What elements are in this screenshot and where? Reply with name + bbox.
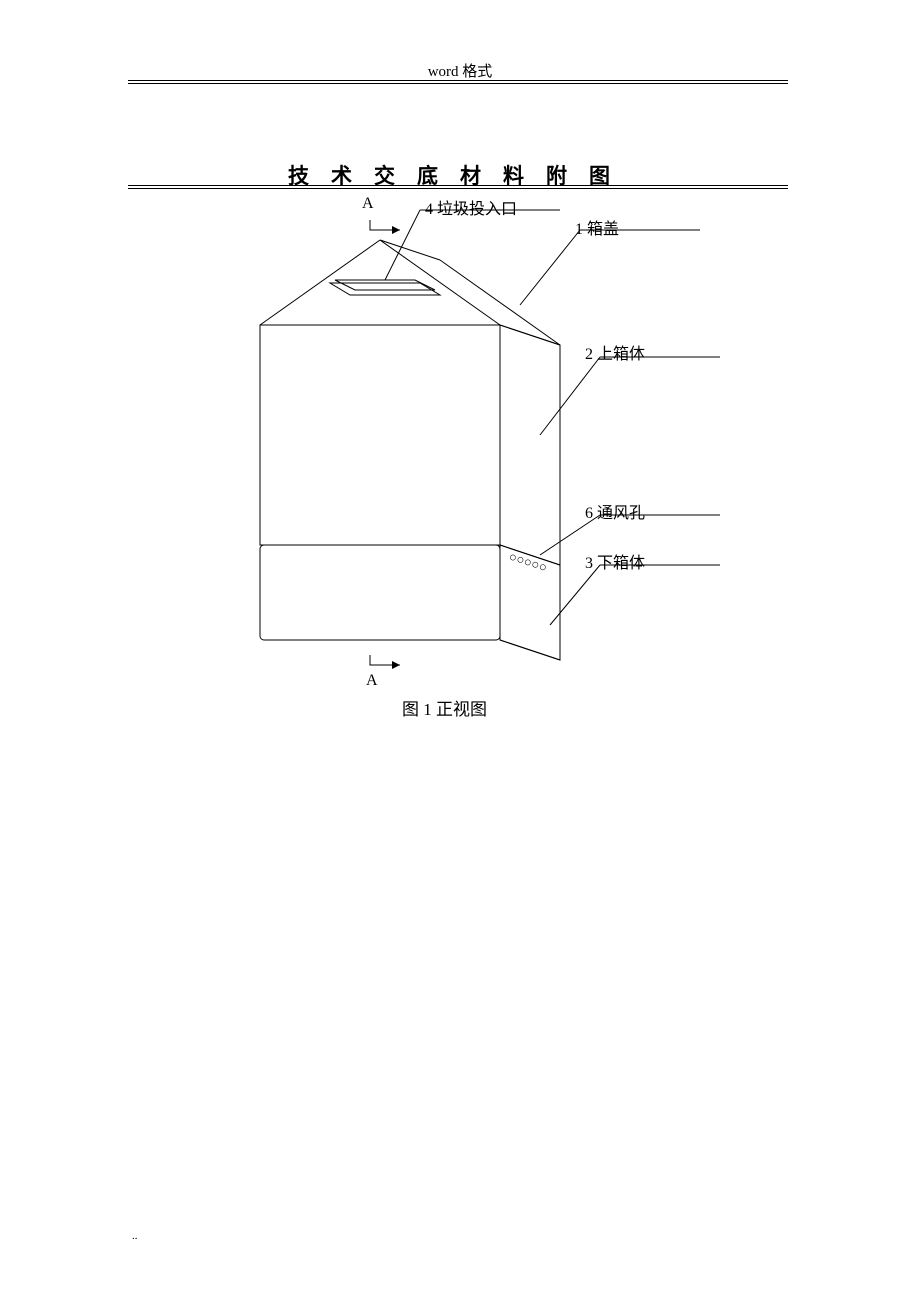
- front-view-svg: ○○○○○: [230, 195, 750, 715]
- svg-text:○○○○○: ○○○○○: [507, 549, 549, 575]
- header-text: word 格式: [428, 60, 493, 81]
- label-part-4: 4 垃圾投入口: [425, 195, 517, 219]
- header-rule-bottom: [128, 83, 788, 84]
- footer-text: ..: [132, 1230, 138, 1242]
- section-marker-top-label: A: [362, 195, 374, 213]
- section-marker-bottom-label: A: [366, 672, 378, 690]
- header-rule-top: [128, 80, 788, 81]
- label-part-3: 3 下箱体: [585, 549, 645, 573]
- title-rule-top: [128, 185, 788, 186]
- label-part-2: 2 上箱体: [585, 340, 645, 364]
- figure-caption: 图 1 正视图: [402, 695, 487, 720]
- label-part-1: 1 箱盖: [575, 215, 619, 239]
- diagram: ○○○○○ A A 4 垃圾投入口 1 箱盖 2 上箱体 6 通风孔 3 下箱体…: [230, 195, 750, 715]
- label-part-6: 6 通风孔: [585, 499, 645, 523]
- title-rule-bottom: [128, 188, 788, 189]
